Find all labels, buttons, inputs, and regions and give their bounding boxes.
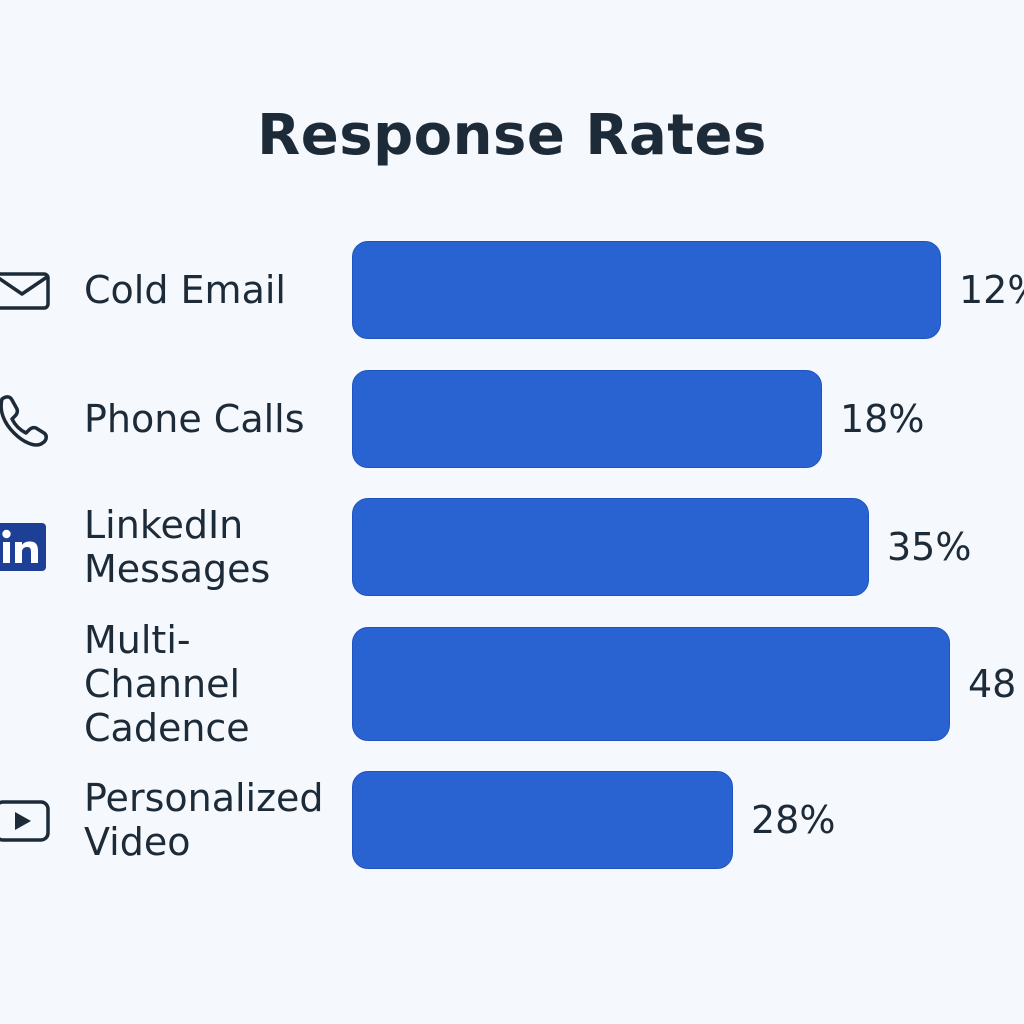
value-label: 35% bbox=[887, 525, 972, 569]
value-label: 12% bbox=[959, 268, 1024, 312]
category-label: Personalized Video bbox=[84, 776, 324, 864]
chart-title: Response Rates bbox=[257, 103, 767, 168]
bar bbox=[352, 498, 869, 596]
value-label: 28% bbox=[751, 798, 836, 842]
category-label: Multi- Channel Cadence bbox=[84, 618, 250, 750]
bar bbox=[352, 241, 941, 339]
value-label: 48 bbox=[968, 662, 1017, 706]
category-label: Phone Calls bbox=[84, 397, 305, 441]
category-label: Cold Email bbox=[84, 268, 286, 312]
value-label: 18% bbox=[840, 397, 925, 441]
play-video-icon bbox=[0, 794, 52, 846]
bar bbox=[352, 627, 950, 741]
linkedin-icon bbox=[0, 521, 52, 573]
envelope-icon bbox=[0, 264, 52, 316]
phone-icon bbox=[0, 393, 52, 447]
bar bbox=[352, 771, 733, 869]
category-label: LinkedIn Messages bbox=[84, 503, 271, 591]
bar bbox=[352, 370, 822, 468]
